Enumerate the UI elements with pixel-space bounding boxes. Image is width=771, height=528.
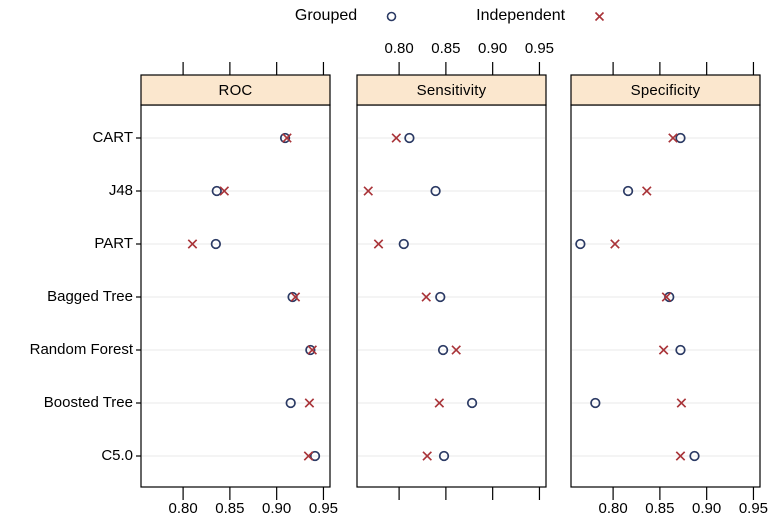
x-icon — [595, 11, 605, 21]
data-point-circle-grouped — [438, 450, 450, 462]
data-point-x-independent — [363, 186, 374, 196]
data-point-x-independent — [304, 398, 315, 408]
data-point-x-independent — [290, 292, 301, 302]
x-axis-tick-label: 0.90 — [692, 500, 722, 517]
x-axis-tick-label: 0.90 — [262, 500, 292, 517]
legend-label-grouped: Grouped — [294, 7, 358, 24]
circle-icon — [386, 11, 397, 21]
legend-label-independent: Independent — [476, 7, 566, 24]
data-point-circle-grouped — [435, 291, 446, 303]
data-point-circle-grouped — [437, 344, 449, 356]
data-point-x-independent — [610, 239, 620, 249]
x-axis-tick-label-top: 0.95 — [524, 40, 555, 57]
x-axis-tick-label: 0.85 — [215, 500, 245, 517]
data-point-x-independent — [661, 292, 672, 302]
data-point-circle-grouped — [305, 344, 316, 356]
x-axis-tick-label: 0.95 — [738, 500, 769, 517]
panel-body — [356, 104, 547, 488]
panel-strip-specificity: Specificity — [630, 81, 701, 99]
y-axis-label-cart: CART — [92, 129, 133, 146]
legend-item-independent: Independent — [476, 7, 606, 25]
data-point-x-independent — [219, 186, 230, 196]
data-point-x-independent — [307, 345, 318, 355]
panel-strip-box — [356, 74, 547, 106]
data-point-x-independent — [391, 133, 402, 143]
data-point-x-independent — [187, 239, 198, 249]
panel-strip-box — [570, 74, 761, 106]
data-point-circle-grouped — [590, 397, 601, 409]
data-point-circle-grouped — [279, 132, 291, 144]
data-point-circle-grouped — [689, 450, 700, 462]
data-point-circle-grouped — [664, 291, 675, 303]
data-point-x-independent — [451, 345, 461, 355]
data-point-circle-grouped — [675, 132, 686, 144]
data-point-x-independent — [658, 345, 669, 355]
data-point-circle-grouped — [404, 132, 415, 144]
data-point-circle-grouped — [398, 238, 409, 250]
panel-strip-sensitivity: Sensitivity — [416, 81, 487, 99]
data-point-circle-grouped — [430, 185, 441, 197]
panel-strip-roc: ROC — [218, 81, 253, 99]
data-point-x-independent — [422, 451, 432, 461]
data-point-x-independent — [675, 451, 686, 461]
panel-strip-box — [140, 74, 331, 106]
data-point-x-independent — [303, 451, 314, 461]
x-axis-tick-label: 0.85 — [645, 500, 675, 517]
x-axis-tick-label-top: 0.80 — [384, 40, 414, 57]
x-axis-tick-label: 0.80 — [168, 500, 198, 517]
y-axis-label-boosted-tree: Boosted Tree — [43, 394, 133, 411]
data-point-circle-grouped — [285, 397, 296, 409]
data-point-x-independent — [373, 239, 384, 249]
data-point-x-independent — [676, 398, 687, 408]
data-point-circle-grouped — [675, 344, 686, 356]
data-point-circle-grouped — [211, 185, 222, 197]
data-point-circle-grouped — [575, 238, 586, 250]
legend-item-grouped: Grouped — [295, 7, 398, 25]
y-axis-label-c5-0: C5.0 — [101, 447, 133, 464]
data-point-circle-grouped — [622, 185, 634, 197]
data-point-circle-grouped — [210, 238, 222, 250]
x-axis-tick-label: 0.80 — [598, 500, 628, 517]
data-point-circle-grouped — [287, 291, 298, 303]
data-point-x-independent — [282, 133, 292, 143]
x-axis-tick-label: 0.95 — [308, 500, 339, 517]
legend: Grouped Independent — [141, 4, 760, 28]
y-axis-label-part: PART — [94, 235, 133, 252]
data-point-circle-grouped — [309, 450, 321, 462]
data-point-x-independent — [668, 133, 678, 143]
data-point-circle-grouped — [466, 397, 478, 409]
data-point-x-independent — [434, 398, 445, 408]
y-axis-label-bagged-tree: Bagged Tree — [47, 288, 133, 305]
data-point-x-independent — [641, 186, 652, 196]
x-axis-tick-label-top: 0.90 — [478, 40, 508, 57]
panel-body — [140, 104, 331, 488]
x-axis-tick-label-top: 0.85 — [431, 40, 461, 57]
y-axis-label-j48: J48 — [108, 182, 133, 199]
y-axis-label-random-forest: Random Forest — [29, 341, 133, 358]
data-point-x-independent — [421, 292, 432, 302]
